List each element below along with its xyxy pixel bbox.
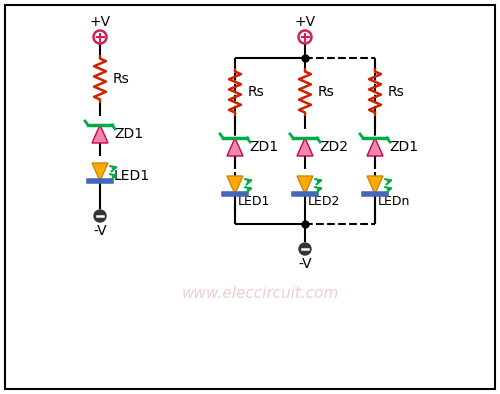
Polygon shape — [297, 176, 313, 194]
Circle shape — [299, 243, 311, 255]
Text: www.eleccircuit.com: www.eleccircuit.com — [182, 286, 338, 301]
Text: LED2: LED2 — [308, 195, 340, 208]
Text: -V: -V — [298, 257, 312, 271]
Text: ZD1: ZD1 — [389, 140, 418, 154]
Polygon shape — [227, 176, 243, 194]
Text: LED1: LED1 — [114, 169, 150, 183]
Circle shape — [298, 30, 312, 43]
Circle shape — [94, 30, 106, 43]
Text: +V: +V — [90, 15, 110, 29]
Polygon shape — [227, 138, 243, 156]
Polygon shape — [92, 163, 108, 181]
Text: -V: -V — [93, 224, 107, 238]
Text: Rs: Rs — [318, 85, 335, 99]
Polygon shape — [92, 125, 108, 143]
Polygon shape — [297, 138, 313, 156]
Text: Rs: Rs — [113, 72, 130, 86]
Text: ZD1: ZD1 — [114, 127, 143, 141]
Text: Rs: Rs — [388, 85, 405, 99]
Text: +V: +V — [294, 15, 316, 29]
Text: LEDn: LEDn — [378, 195, 410, 208]
Polygon shape — [367, 176, 383, 194]
Polygon shape — [367, 138, 383, 156]
Text: LED1: LED1 — [238, 195, 270, 208]
Text: Rs: Rs — [248, 85, 265, 99]
Text: ZD1: ZD1 — [249, 140, 278, 154]
Text: ZD2: ZD2 — [319, 140, 348, 154]
Circle shape — [94, 210, 106, 222]
